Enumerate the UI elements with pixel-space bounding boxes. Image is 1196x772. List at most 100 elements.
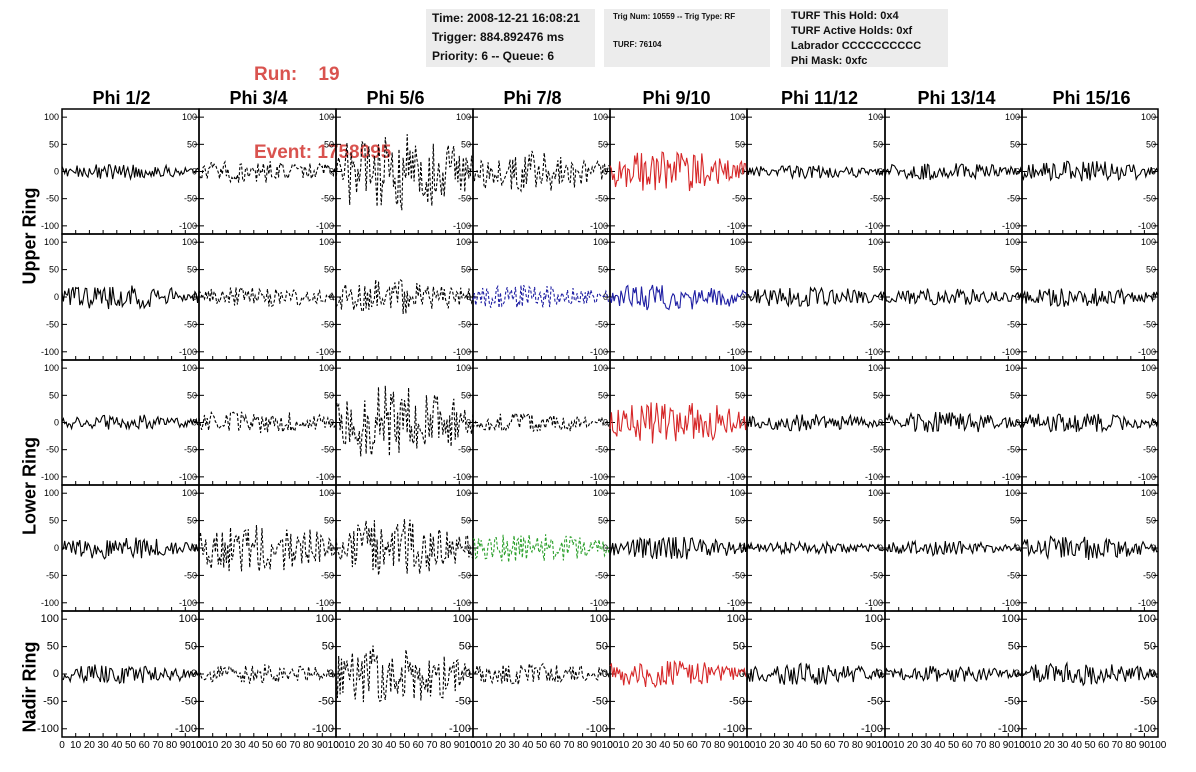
x-tick-label: 30: [372, 740, 384, 751]
y-tick-label: 50: [1010, 390, 1020, 400]
y-tick-label: -50: [592, 695, 608, 707]
y-tick-label: 0: [1015, 292, 1020, 302]
y-tick-label: 50: [49, 516, 59, 526]
x-tick-label: 80: [989, 740, 1001, 751]
x-tick-label: 40: [934, 740, 946, 751]
y-tick-label: -50: [1007, 319, 1020, 329]
y-tick-label: -50: [46, 445, 59, 455]
y-tick-label: 50: [1144, 641, 1156, 653]
y-tick-label: -50: [595, 319, 608, 329]
y-tick-label: -100: [590, 221, 608, 231]
waveform-trace: [746, 540, 886, 556]
y-tick-label: -100: [41, 347, 59, 357]
waveform-trace: [335, 519, 474, 576]
y-tick-label: -100: [861, 723, 883, 735]
y-tick-label: 50: [598, 390, 608, 400]
y-tick-label: 50: [324, 265, 334, 275]
y-tick-label: -100: [453, 598, 471, 608]
y-tick-label: -50: [867, 695, 883, 707]
x-tick-label: 0: [744, 740, 750, 751]
waveform-trace: [335, 385, 474, 457]
y-tick-label: 100: [1005, 488, 1020, 498]
x-tick-label: 20: [495, 740, 507, 751]
waveform-trace: [1021, 287, 1159, 307]
y-tick-label: -50: [458, 570, 471, 580]
panel-frame: [198, 233, 337, 361]
y-tick-label: 50: [1146, 390, 1156, 400]
waveform-trace: [61, 664, 200, 685]
waveform-trace: [1021, 535, 1159, 561]
y-tick-label: -50: [43, 695, 59, 707]
y-tick-label: 0: [1151, 418, 1156, 428]
y-tick-label: -50: [321, 194, 334, 204]
y-tick-label: 50: [598, 265, 608, 275]
y-tick-label: 50: [322, 641, 334, 653]
run-label: Run:: [254, 64, 298, 85]
y-tick-label: 0: [602, 668, 608, 680]
x-tick-label: 0: [607, 740, 613, 751]
y-tick-label: -50: [46, 319, 59, 329]
x-tick-label: 70: [426, 740, 438, 751]
y-tick-label: -100: [312, 723, 334, 735]
y-tick-label: 0: [603, 543, 608, 553]
y-tick-label: 100: [1141, 363, 1156, 373]
y-tick-label: 0: [740, 543, 745, 553]
y-tick-label: -50: [1140, 695, 1156, 707]
x-tick-label: 40: [385, 740, 397, 751]
y-tick-label: -50: [732, 319, 745, 329]
waveform-trace: [198, 524, 337, 572]
panel-frame: [472, 610, 611, 738]
trig-num-text: Trig Num: 10559 -- Trig Type: RF: [613, 12, 736, 21]
x-tick-label: 70: [152, 740, 164, 751]
waveform-trace: [472, 662, 611, 686]
turf-active-text: TURF Active Holds: 0xf: [791, 25, 913, 37]
y-tick-label: -100: [175, 723, 197, 735]
y-tick-label: 100: [1141, 237, 1156, 247]
x-tick-label: 0: [333, 740, 339, 751]
y-tick-label: 50: [871, 641, 883, 653]
y-tick-label: 50: [187, 516, 197, 526]
y-tick-label: 100: [44, 488, 59, 498]
panel-frame: [609, 610, 748, 738]
waveform-trace: [884, 539, 1023, 557]
y-tick-label: 50: [1146, 516, 1156, 526]
column-header-phi-13-14: Phi 13/14: [917, 88, 996, 108]
y-tick-label: 50: [1146, 265, 1156, 275]
y-tick-label: -50: [181, 695, 197, 707]
y-tick-label: 100: [593, 237, 608, 247]
event-label: Event:: [254, 142, 313, 163]
waveform-trace: [884, 411, 1023, 433]
phi-mask-text: Phi Mask: 0xfc: [791, 55, 868, 67]
x-tick-label: 50: [810, 740, 822, 751]
y-tick-label: 0: [1151, 543, 1156, 553]
waveform-trace: [472, 411, 611, 432]
y-tick-label: 50: [49, 265, 59, 275]
y-tick-label: -50: [321, 445, 334, 455]
y-tick-label: 100: [456, 112, 471, 122]
y-tick-label: 50: [461, 390, 471, 400]
y-tick-label: 50: [735, 265, 745, 275]
x-tick-label: 20: [358, 740, 370, 751]
y-tick-label: -100: [1002, 347, 1020, 357]
x-tick-label: 70: [975, 740, 987, 751]
y-tick-label: 0: [603, 292, 608, 302]
x-tick-label: 100: [465, 740, 482, 751]
x-tick-label: 60: [276, 740, 288, 751]
waveform-trace: [609, 659, 748, 689]
y-tick-label: 50: [596, 641, 608, 653]
x-tick-label: 60: [1098, 740, 1110, 751]
y-tick-label: 50: [735, 139, 745, 149]
x-tick-label: 30: [1057, 740, 1069, 751]
y-tick-label: -50: [1143, 445, 1156, 455]
y-tick-label: -100: [865, 347, 883, 357]
y-tick-label: 100: [730, 488, 745, 498]
x-tick-label: 30: [646, 740, 658, 751]
y-tick-label: -100: [1138, 598, 1156, 608]
y-tick-label: 100: [727, 613, 745, 625]
y-tick-label: 0: [54, 418, 59, 428]
y-tick-label: 50: [733, 641, 745, 653]
y-tick-label: -50: [870, 570, 883, 580]
column-header-phi-7-8: Phi 7/8: [503, 88, 562, 108]
y-tick-label: 50: [735, 390, 745, 400]
x-tick-label: 10: [618, 740, 630, 751]
